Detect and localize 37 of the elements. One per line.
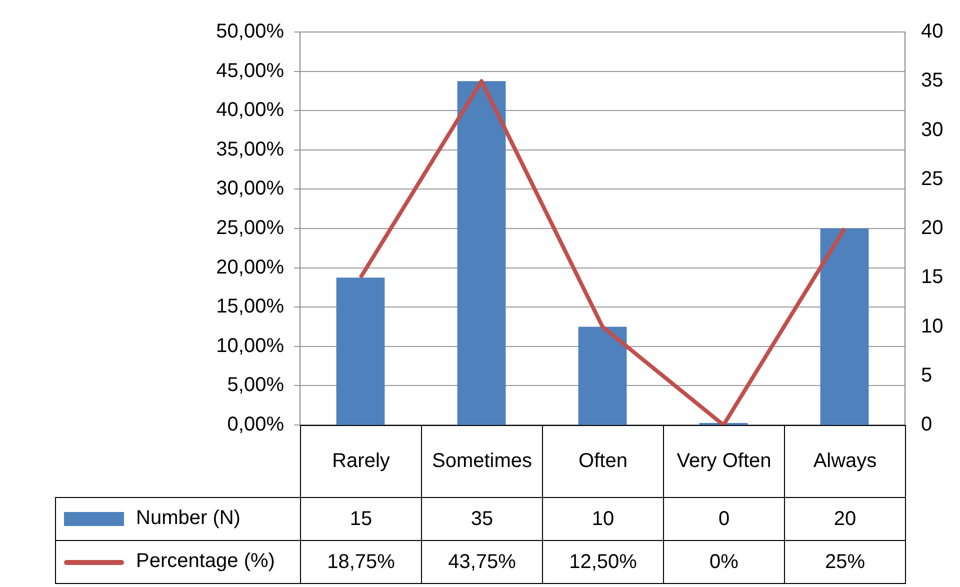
y-tick-label: 50,00% (216, 20, 284, 43)
y-tick-label: 5,00% (227, 374, 284, 396)
y-tick-label: 45,00% (216, 60, 284, 82)
y-tick-label: 35,00% (216, 138, 284, 160)
x-tick-label: Always (784, 426, 906, 498)
x-tick-label: Sometimes (422, 426, 542, 498)
data-label: 43,75% (422, 540, 542, 584)
y-tick-label: 15,00% (216, 296, 284, 318)
data-label: 12,50% (542, 540, 664, 584)
data-label: 25% (784, 540, 906, 584)
y2-tick-label: 30 (921, 118, 944, 141)
y2-tick-label: 40 (921, 20, 944, 43)
y2-tick-label: 15 (921, 266, 944, 288)
x-tick-label: Rarely (300, 426, 422, 498)
y-tick-label: 40,00% (216, 99, 284, 122)
data-label: 18,75% (300, 540, 422, 584)
data-label: 0% (664, 540, 784, 584)
y2-tick-label: 25 (921, 168, 944, 190)
data-label: 20 (784, 498, 906, 540)
y2-tick-label: 35 (921, 70, 944, 92)
x-tick-label: Often (542, 426, 664, 498)
y2-tick-label: 0 (921, 414, 932, 436)
y-tick-label: 20,00% (216, 256, 284, 278)
y-tick-label: 0,00% (227, 414, 284, 436)
x-tick-label: Very Often (664, 426, 784, 498)
y2-tick-label: 20 (921, 217, 944, 240)
legend-label: Percentage (%) (136, 550, 275, 573)
y-tick-label: 30,00% (216, 178, 284, 200)
y-tick-label: 10,00% (216, 334, 284, 357)
y-tick-label: 25,00% (216, 217, 284, 240)
data-label: 0 (664, 498, 784, 540)
data-label: 35 (422, 498, 542, 540)
data-label: 15 (300, 498, 422, 540)
legend-label: Number (N) (136, 508, 240, 530)
y2-tick-label: 10 (921, 315, 944, 338)
y2-tick-label: 5 (921, 364, 932, 386)
data-label: 10 (542, 498, 664, 540)
